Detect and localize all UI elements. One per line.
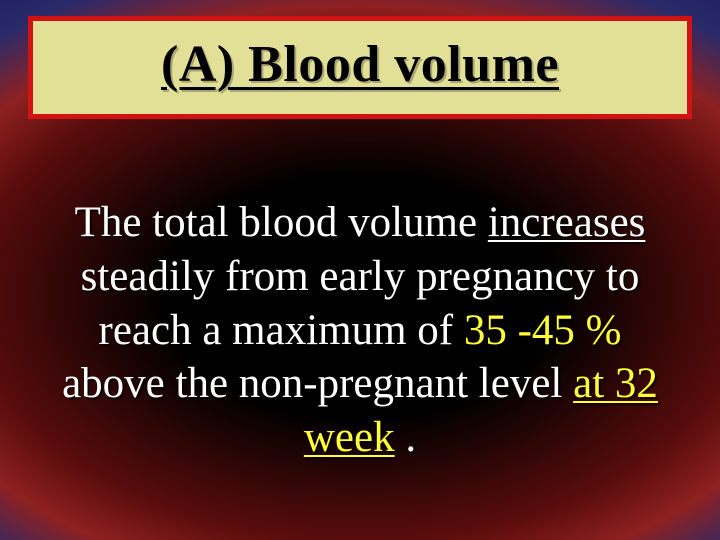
- title-text: (A) Blood volume: [43, 35, 677, 94]
- body-box: The total blood volume increases steadil…: [28, 143, 692, 518]
- body-segment: increases: [488, 199, 646, 246]
- body-segment: The total blood volume: [75, 199, 488, 246]
- title-box: (A) Blood volume: [28, 16, 692, 119]
- body-segment: above the non-pregnant level: [62, 360, 573, 407]
- body-text: The total blood volume increases steadil…: [58, 196, 662, 465]
- slide: (A) Blood volume The total blood volume …: [0, 0, 720, 540]
- body-segment: .: [395, 414, 417, 461]
- body-segment: 35 -45 %: [464, 307, 622, 354]
